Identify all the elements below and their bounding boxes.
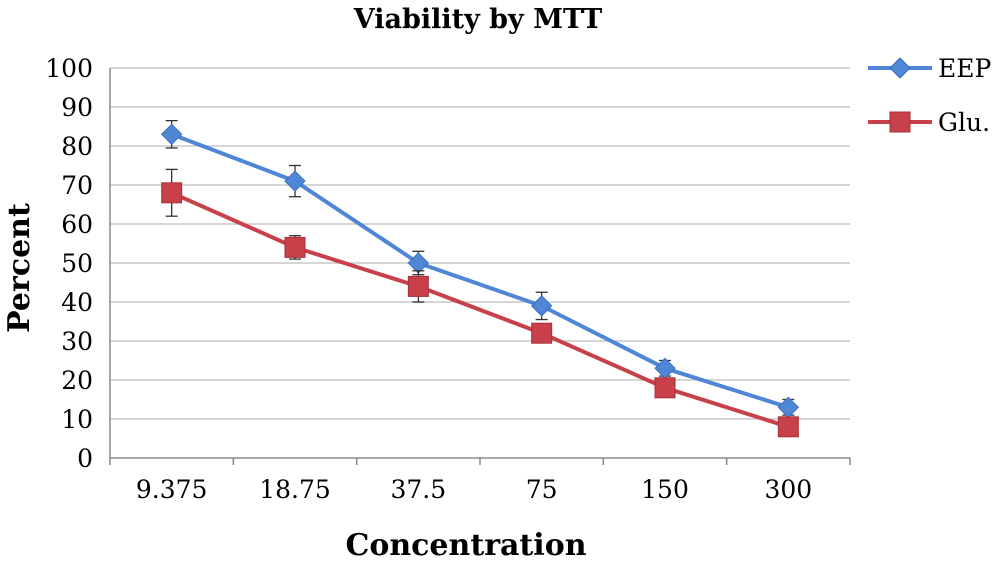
data-point-diamond — [530, 295, 553, 317]
chart-title: Viability by MTT — [353, 4, 603, 35]
y-tick-label: 40 — [61, 288, 93, 317]
legend: EEP Glu. — [868, 54, 991, 137]
data-point-diamond — [160, 123, 183, 146]
y-tick-label: 60 — [61, 210, 93, 239]
y-axis-title: Percent — [2, 203, 37, 333]
y-tick-label: 70 — [61, 171, 93, 200]
series — [160, 120, 800, 438]
y-tick-label: 90 — [61, 93, 93, 122]
data-point-square — [531, 322, 553, 344]
data-point-square — [889, 111, 911, 133]
series-line — [170, 132, 789, 410]
gridlines — [110, 67, 850, 420]
y-tick-label: 10 — [61, 405, 93, 434]
legend-label: EEP — [938, 54, 991, 83]
data-point-diamond — [777, 396, 800, 419]
x-tick-label: 18.75 — [259, 475, 331, 504]
data-point-square — [777, 416, 799, 438]
data-point-square — [407, 275, 429, 297]
data-point-square — [654, 377, 676, 399]
data-point-diamond — [284, 170, 306, 192]
data-point-square — [161, 182, 183, 204]
series-1 — [160, 120, 800, 419]
y-tick-label: 20 — [61, 366, 93, 395]
x-tick-label: 150 — [641, 475, 689, 504]
y-tick-labels: 0 10 20 30 40 50 60 70 80 90 100 — [45, 54, 93, 473]
x-tick-label: 37.5 — [390, 475, 446, 504]
x-tick-labels: 9.375 18.75 37.5 75 150 300 — [136, 475, 812, 504]
y-tick-label: 80 — [61, 132, 93, 161]
data-point-diamond — [654, 357, 676, 380]
y-tick-label: 30 — [61, 327, 93, 356]
x-tick-label: 9.375 — [136, 475, 208, 504]
data-point-square — [284, 236, 306, 258]
y-tick-label: 0 — [77, 444, 93, 473]
axes — [109, 68, 851, 465]
y-tick-label: 100 — [45, 54, 93, 83]
x-axis-title: Concentration — [345, 528, 586, 563]
data-point-diamond — [889, 57, 911, 79]
legend-item-2: Glu. — [868, 108, 990, 137]
series-2 — [161, 168, 799, 438]
legend-item-1: EEP — [868, 54, 991, 83]
legend-label: Glu. — [938, 108, 990, 137]
x-tick-label: 300 — [764, 475, 812, 504]
series-line — [170, 190, 789, 429]
y-tick-label: 50 — [61, 249, 93, 278]
x-tick-label: 75 — [526, 475, 558, 504]
